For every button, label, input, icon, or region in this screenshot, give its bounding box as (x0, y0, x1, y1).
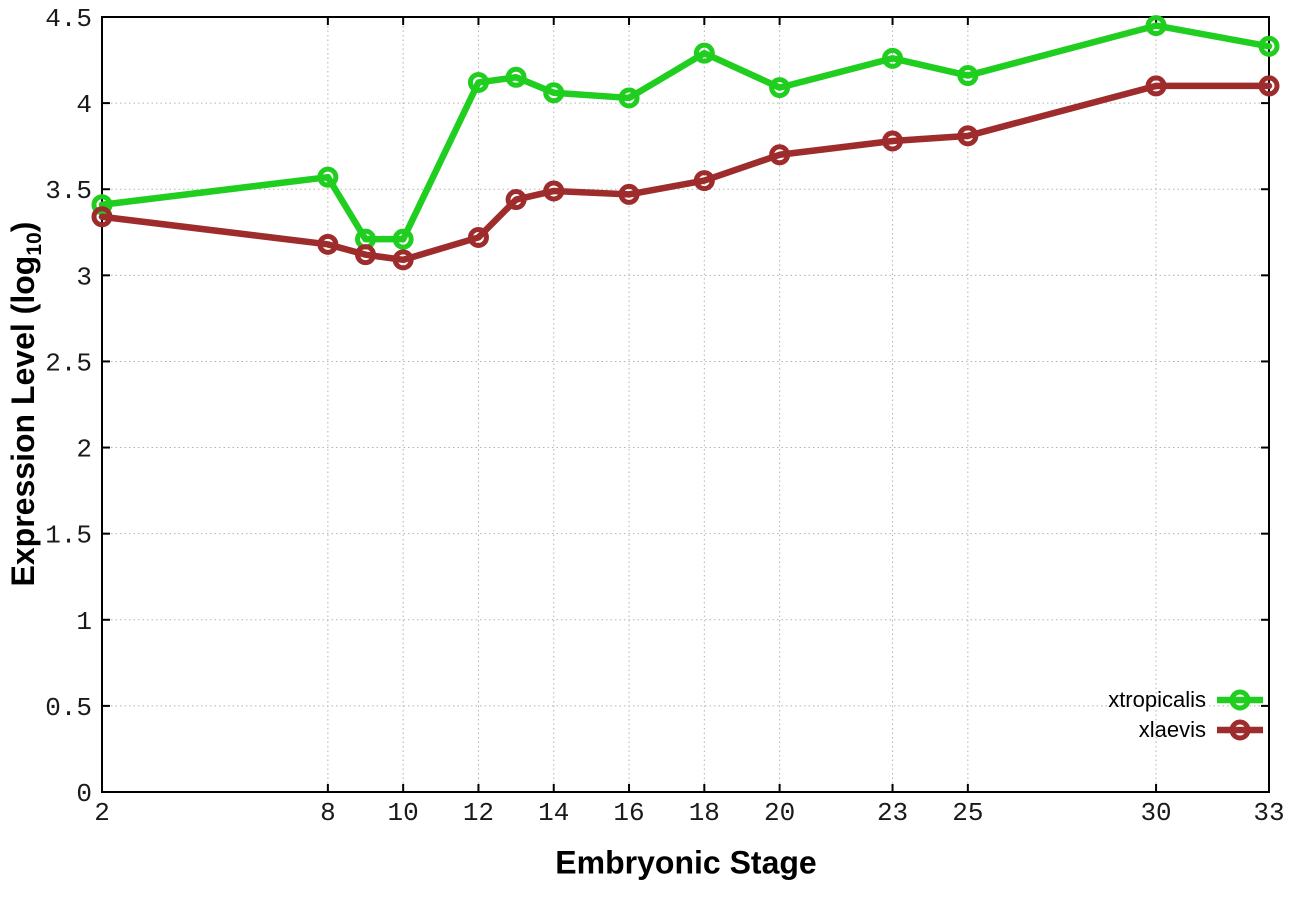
x-tick-label: 12 (463, 798, 494, 828)
y-tick-label: 0.5 (45, 693, 92, 723)
data-point-marker-xlaevis (618, 183, 640, 205)
x-tick-label: 23 (877, 798, 908, 828)
y-axis-title: Expression Level (log10) (5, 222, 47, 587)
y-axis-title-text: Expression Level (log (4, 255, 41, 587)
data-point-marker-xlaevis (693, 170, 715, 192)
legend-marker-xtropicalis (1217, 689, 1263, 711)
data-point-marker-xtropicalis (957, 65, 979, 87)
x-tick-labels: 2 8 10 12 14 16 18 20 23 25 30 33 (94, 798, 1284, 828)
data-point-marker-xlaevis (392, 249, 414, 271)
x-tick-label: 20 (764, 798, 795, 828)
y-tick-label: 1 (76, 607, 92, 637)
data-point-marker-xtropicalis (91, 194, 113, 216)
y-tick-label: 2 (76, 435, 92, 465)
y-tick-label: 0 (76, 779, 92, 809)
data-point-marker-xlaevis (957, 125, 979, 147)
legend: xtropicalis xlaevis (1108, 685, 1263, 745)
legend-label-xtropicalis: xtropicalis (1108, 687, 1206, 712)
series-line-xlaevis (98, 82, 1273, 264)
legend-entry-xtropicalis: xtropicalis (1108, 685, 1263, 715)
y-tick-label: 4.5 (45, 4, 92, 34)
x-axis-title: Embryonic Stage (555, 844, 817, 881)
data-point-marker-xtropicalis (317, 166, 339, 188)
legend-entry-xlaevis: xlaevis (1108, 715, 1263, 745)
y-axis-title-subscript: 10 (23, 232, 47, 256)
x-tick-label: 14 (538, 798, 569, 828)
x-tick-label: 25 (952, 798, 983, 828)
x-tick-label: 30 (1140, 798, 1171, 828)
y-tick-labels: 0 0.5 1 1.5 2 2.5 3 3.5 4 4.5 (45, 4, 92, 809)
data-point-marker-xlaevis (769, 144, 791, 166)
y-tick-label: 4 (76, 90, 92, 120)
series-xtropicalis (91, 15, 1280, 250)
data-point-marker-xtropicalis (693, 42, 715, 64)
data-point-marker-xtropicalis (467, 71, 489, 93)
x-tick-label: 16 (613, 798, 644, 828)
data-point-marker-xtropicalis (618, 87, 640, 109)
series-xlaevis (91, 75, 1280, 271)
y-tick-label: 3.5 (45, 176, 92, 206)
data-point-marker-xlaevis (91, 206, 113, 228)
data-point-marker-xtropicalis (543, 82, 565, 104)
x-tick-label: 33 (1253, 798, 1284, 828)
gridlines (102, 16, 1270, 792)
data-point-marker-xlaevis (882, 130, 904, 152)
y-tick-label: 2.5 (45, 348, 92, 378)
x-tick-label: 10 (388, 798, 419, 828)
data-point-marker-xtropicalis (882, 47, 904, 69)
plot-border (101, 16, 1270, 793)
y-axis-title-close: ) (4, 221, 41, 233)
legend-label-xlaevis: xlaevis (1138, 717, 1206, 742)
data-point-marker-xtropicalis (1145, 15, 1167, 37)
data-point-marker-xlaevis (317, 233, 339, 255)
legend-marker-xlaevis (1217, 719, 1263, 741)
data-point-marker-xlaevis (355, 244, 377, 266)
x-tick-label: 18 (689, 798, 720, 828)
series-line-xtropicalis (98, 22, 1273, 243)
data-point-marker-xlaevis (1258, 75, 1280, 97)
data-point-marker-xlaevis (543, 180, 565, 202)
x-tick-label: 2 (94, 798, 110, 828)
data-point-marker-xtropicalis (1258, 35, 1280, 57)
data-point-marker-xlaevis (1145, 75, 1167, 97)
data-point-marker-xtropicalis (392, 228, 414, 250)
x-tick-label: 8 (320, 798, 336, 828)
y-tick-label: 1.5 (45, 521, 92, 551)
axis-ticks (101, 16, 1270, 793)
y-tick-label: 3 (76, 262, 92, 292)
data-point-marker-xlaevis (505, 189, 527, 211)
data-point-marker-xlaevis (467, 226, 489, 248)
data-point-marker-xtropicalis (505, 66, 527, 88)
data-point-marker-xtropicalis (769, 77, 791, 99)
